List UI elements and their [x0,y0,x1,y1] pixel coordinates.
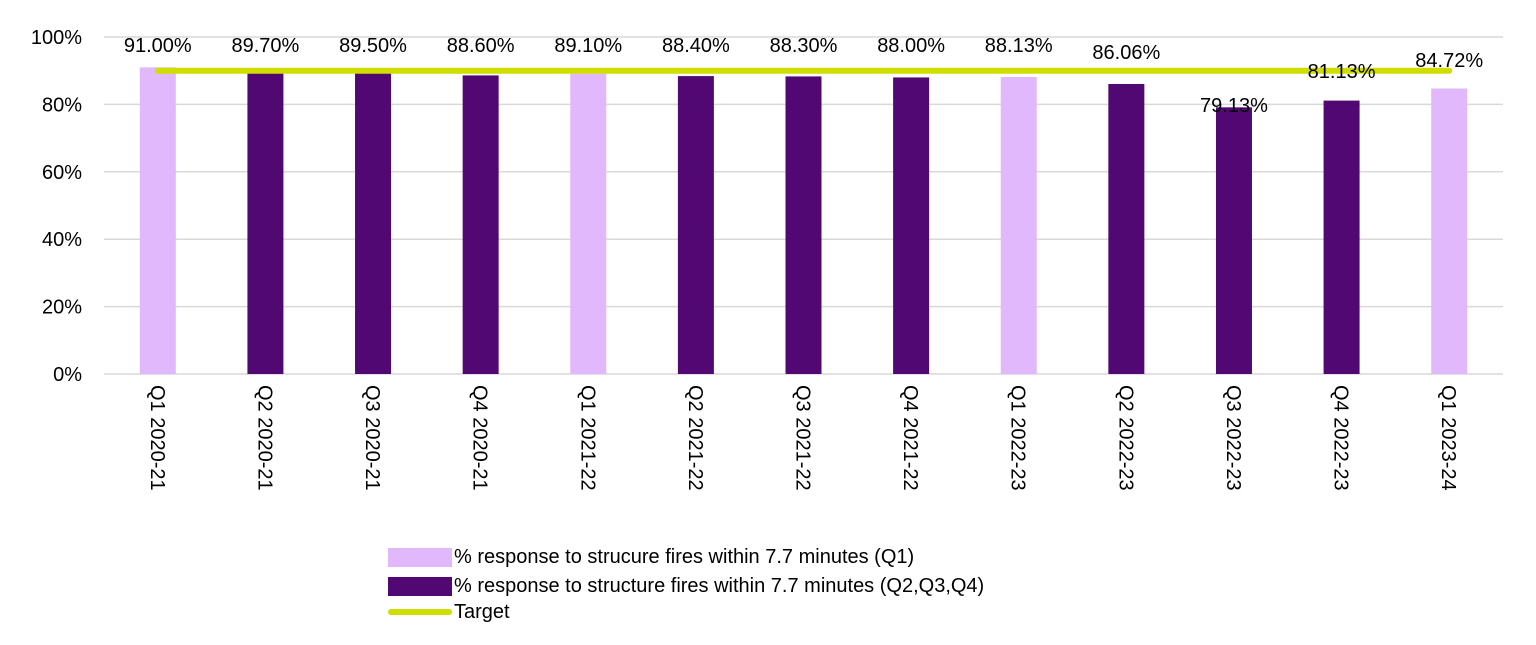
data-label: 89.50% [339,35,407,57]
legend-label-q2-q4: % response to structure fires within 7.7… [454,575,985,597]
y-tick-label: 20% [42,297,82,319]
legend: % response to strucure fires within 7.7 … [388,543,984,623]
legend-label-target: Target [454,600,510,623]
x-tick-label: Q4 2022-23 [1330,385,1352,491]
data-label: 88.60% [447,35,515,57]
y-tick-label: 80% [42,94,82,116]
x-tick-label: Q4 2021-22 [899,385,921,491]
x-tick-label: Q2 2021-22 [684,385,706,491]
data-label: 84.72% [1415,50,1483,72]
data-label: 91.00% [124,35,192,57]
legend-label-q1: % response to strucure fires within 7.7 … [454,546,915,568]
bar [1215,107,1252,374]
legend-item-target: Target [388,601,984,623]
bar [1431,88,1468,375]
data-label: 86.06% [1092,42,1160,64]
x-tick-label: Q3 2022-23 [1222,385,1244,491]
bar [139,67,176,374]
bar [355,72,392,374]
bar [570,73,607,374]
bar [1000,77,1037,375]
x-tick-label: Q1 2021-22 [576,385,598,491]
x-tick-label: Q1 2023-24 [1437,385,1459,491]
bar [785,76,822,374]
bar [677,76,714,374]
bar [893,77,930,374]
bar [1323,100,1360,374]
data-label: 88.30% [770,35,838,57]
legend-item-q1: % response to strucure fires within 7.7 … [388,543,984,572]
x-tick-label: Q1 2020-21 [146,385,168,491]
data-label: 79.13% [1200,95,1268,117]
data-label: 89.70% [232,35,300,57]
x-tick-label: Q3 2020-21 [361,385,383,491]
bar [247,71,284,374]
y-tick-label: 40% [42,229,82,251]
data-label: 88.13% [985,35,1053,57]
x-tick-label: Q3 2021-22 [792,385,814,491]
x-tick-label: Q2 2022-23 [1114,385,1136,491]
legend-swatch-target [388,609,452,615]
bar [462,75,499,374]
legend-swatch-q2-q4 [388,577,452,596]
data-label: 88.40% [662,35,730,57]
legend-swatch-q1 [388,548,452,567]
x-tick-label: Q1 2022-23 [1007,385,1029,491]
y-tick-label: 0% [53,364,82,386]
y-tick-label: 60% [42,162,82,184]
data-label: 81.13% [1308,61,1376,83]
bar [1108,83,1145,375]
data-label: 88.00% [877,35,945,57]
x-tick-label: Q2 2020-21 [253,385,275,491]
y-tick-label: 100% [31,27,82,49]
legend-item-q2-q4: % response to structure fires within 7.7… [388,572,984,601]
x-tick-label: Q4 2020-21 [469,385,491,491]
data-label: 89.10% [554,35,622,57]
